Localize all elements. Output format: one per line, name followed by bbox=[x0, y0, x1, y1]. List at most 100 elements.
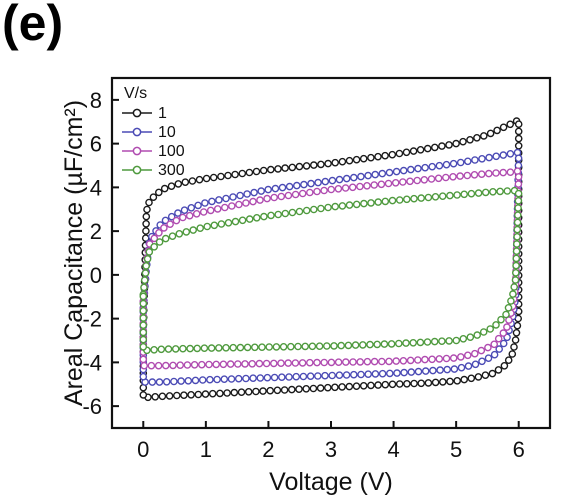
legend-swatch-marker bbox=[132, 127, 142, 137]
data-point bbox=[485, 153, 493, 162]
data-point bbox=[260, 212, 268, 221]
data-point bbox=[385, 369, 394, 378]
data-point bbox=[409, 338, 418, 347]
data-point bbox=[313, 187, 321, 196]
data-point bbox=[164, 345, 173, 353]
data-point bbox=[409, 147, 418, 155]
data-point bbox=[407, 368, 416, 376]
data-point bbox=[143, 255, 152, 263]
data-point bbox=[220, 203, 229, 212]
data-point bbox=[145, 248, 154, 256]
data-point bbox=[195, 175, 204, 184]
data-point bbox=[313, 358, 321, 367]
data-point bbox=[266, 165, 275, 174]
data-point bbox=[342, 371, 351, 379]
data-point bbox=[381, 151, 389, 160]
data-point bbox=[150, 345, 158, 354]
data-point bbox=[139, 335, 148, 344]
data-point bbox=[217, 220, 226, 228]
data-point bbox=[249, 197, 257, 206]
data-point bbox=[513, 225, 522, 234]
data-point bbox=[245, 168, 254, 177]
data-point bbox=[456, 158, 465, 167]
data-point bbox=[471, 156, 479, 164]
data-point bbox=[280, 386, 289, 394]
data-point bbox=[183, 361, 192, 369]
data-point bbox=[493, 126, 501, 135]
data-point bbox=[139, 342, 148, 351]
data-point bbox=[477, 170, 486, 178]
data-point bbox=[423, 338, 432, 346]
y-tick-label: 8 bbox=[90, 88, 102, 113]
data-point bbox=[174, 209, 182, 217]
data-point bbox=[417, 194, 426, 202]
data-point bbox=[395, 196, 404, 204]
data-point bbox=[357, 370, 365, 379]
data-point bbox=[309, 161, 318, 169]
data-point bbox=[421, 367, 430, 375]
data-point bbox=[250, 188, 258, 197]
data-point bbox=[416, 338, 425, 347]
data-point bbox=[295, 207, 304, 216]
data-point bbox=[150, 242, 158, 251]
data-point bbox=[201, 390, 210, 398]
data-point bbox=[387, 340, 396, 348]
data-point bbox=[187, 390, 195, 399]
data-point bbox=[298, 359, 307, 367]
data-point bbox=[381, 197, 390, 206]
data-point bbox=[456, 353, 465, 361]
data-point bbox=[176, 361, 184, 370]
data-point bbox=[277, 192, 286, 201]
data-point bbox=[292, 181, 301, 190]
y-axis-title: Areal Capacitance (µF/cm²) bbox=[60, 100, 88, 406]
data-point bbox=[449, 354, 458, 362]
data-point bbox=[463, 157, 472, 166]
data-point bbox=[271, 184, 280, 193]
data-point bbox=[184, 376, 193, 385]
data-point bbox=[366, 340, 374, 349]
data-point bbox=[286, 342, 295, 351]
data-point bbox=[414, 164, 422, 173]
data-point bbox=[242, 199, 250, 207]
data-point bbox=[496, 187, 504, 196]
data-point bbox=[391, 178, 400, 187]
data-point bbox=[512, 261, 520, 270]
data-point bbox=[398, 178, 407, 186]
data-point bbox=[224, 218, 233, 227]
data-point bbox=[420, 175, 429, 184]
x-tick-label: 1 bbox=[200, 437, 212, 462]
data-point bbox=[320, 186, 328, 195]
data-point bbox=[514, 196, 523, 205]
data-point bbox=[167, 182, 176, 190]
data-point bbox=[141, 269, 150, 277]
data-point bbox=[464, 362, 473, 370]
data-point bbox=[162, 377, 171, 386]
y-tick-label: 4 bbox=[90, 175, 102, 200]
data-point bbox=[511, 336, 520, 344]
data-point bbox=[506, 168, 515, 176]
data-point bbox=[500, 361, 509, 370]
data-point bbox=[222, 343, 230, 352]
data-point bbox=[190, 360, 199, 369]
data-point bbox=[151, 392, 159, 401]
data-point bbox=[161, 361, 170, 370]
data-point bbox=[140, 361, 148, 370]
data-point bbox=[174, 180, 183, 188]
data-point bbox=[400, 368, 408, 377]
y-tick-label: 0 bbox=[90, 263, 102, 288]
data-point bbox=[192, 209, 201, 218]
data-point bbox=[342, 174, 351, 183]
data-point bbox=[338, 383, 346, 391]
data-point bbox=[196, 224, 204, 232]
data-point bbox=[267, 211, 275, 220]
data-point bbox=[453, 191, 461, 199]
data-point bbox=[514, 141, 523, 150]
data-point bbox=[172, 391, 181, 400]
data-point bbox=[157, 345, 166, 354]
data-point bbox=[392, 167, 401, 176]
data-point bbox=[490, 350, 499, 359]
data-point bbox=[370, 181, 379, 189]
data-point bbox=[292, 372, 301, 381]
data-point bbox=[513, 240, 521, 248]
data-point bbox=[252, 167, 261, 176]
